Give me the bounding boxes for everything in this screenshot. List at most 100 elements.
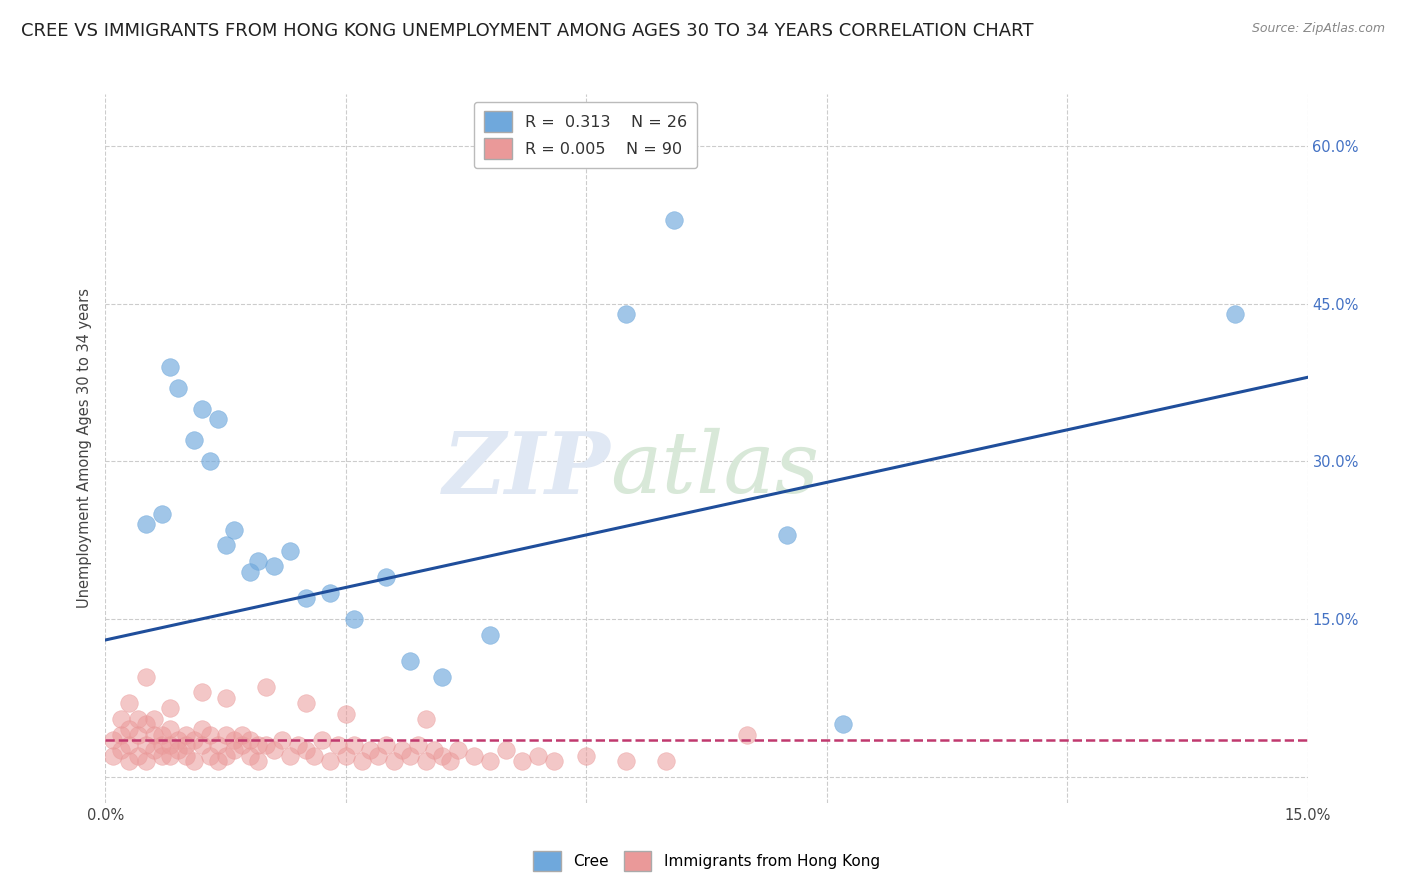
Point: [135, 717, 157, 731]
Point: [295, 743, 318, 757]
Point: [527, 748, 550, 763]
Point: [222, 743, 245, 757]
Point: [254, 738, 277, 752]
Point: [246, 554, 269, 568]
Point: [103, 748, 125, 763]
Point: [278, 543, 301, 558]
Point: [374, 738, 398, 752]
Legend: Cree, Immigrants from Hong Kong: Cree, Immigrants from Hong Kong: [527, 845, 886, 877]
Point: [150, 738, 173, 752]
Point: [415, 754, 437, 768]
Point: [430, 670, 453, 684]
Point: [776, 528, 799, 542]
Point: [655, 754, 678, 768]
Point: [118, 696, 141, 710]
Point: [263, 743, 285, 757]
Point: [190, 738, 212, 752]
Point: [319, 585, 342, 599]
Point: [1225, 307, 1247, 321]
Point: [246, 738, 269, 752]
Point: [110, 712, 132, 726]
Point: [183, 732, 205, 747]
Point: [166, 381, 188, 395]
Point: [222, 523, 245, 537]
Point: [447, 743, 470, 757]
Point: [159, 359, 181, 374]
Point: [343, 738, 366, 752]
Point: [150, 507, 173, 521]
Point: [166, 732, 188, 747]
Point: [214, 748, 236, 763]
Point: [190, 685, 212, 699]
Point: [335, 748, 357, 763]
Point: [664, 212, 686, 227]
Point: [439, 754, 461, 768]
Point: [359, 743, 381, 757]
Point: [110, 743, 132, 757]
Point: [231, 738, 253, 752]
Point: [479, 628, 502, 642]
Point: [831, 717, 853, 731]
Point: [166, 743, 188, 757]
Point: [127, 748, 149, 763]
Point: [295, 696, 318, 710]
Point: [174, 738, 197, 752]
Point: [270, 732, 292, 747]
Text: ZIP: ZIP: [443, 428, 610, 511]
Point: [510, 754, 533, 768]
Point: [311, 732, 333, 747]
Point: [326, 738, 349, 752]
Point: [287, 738, 309, 752]
Point: [239, 732, 262, 747]
Point: [616, 754, 638, 768]
Point: [159, 701, 181, 715]
Point: [246, 754, 269, 768]
Point: [231, 727, 253, 741]
Point: [399, 748, 422, 763]
Point: [214, 690, 236, 705]
Point: [495, 743, 517, 757]
Point: [142, 727, 165, 741]
Point: [207, 412, 229, 426]
Point: [263, 559, 285, 574]
Point: [430, 748, 453, 763]
Point: [278, 748, 301, 763]
Point: [463, 748, 485, 763]
Point: [198, 727, 221, 741]
Point: [382, 754, 405, 768]
Point: [575, 748, 598, 763]
Point: [103, 732, 125, 747]
Text: CREE VS IMMIGRANTS FROM HONG KONG UNEMPLOYMENT AMONG AGES 30 TO 34 YEARS CORRELA: CREE VS IMMIGRANTS FROM HONG KONG UNEMPL…: [21, 22, 1033, 40]
Point: [174, 748, 197, 763]
Point: [214, 538, 236, 552]
Point: [127, 727, 149, 741]
Point: [159, 738, 181, 752]
Point: [135, 517, 157, 532]
Point: [479, 754, 502, 768]
Point: [406, 738, 429, 752]
Point: [142, 743, 165, 757]
Point: [159, 723, 181, 737]
Point: [118, 738, 141, 752]
Point: [159, 748, 181, 763]
Point: [423, 743, 446, 757]
Point: [222, 732, 245, 747]
Point: [367, 748, 389, 763]
Point: [374, 570, 398, 584]
Point: [350, 754, 373, 768]
Point: [543, 754, 565, 768]
Point: [239, 748, 262, 763]
Point: [295, 591, 318, 605]
Point: [174, 727, 197, 741]
Point: [135, 670, 157, 684]
Point: [214, 727, 236, 741]
Point: [616, 307, 638, 321]
Point: [254, 680, 277, 694]
Point: [391, 743, 413, 757]
Text: Source: ZipAtlas.com: Source: ZipAtlas.com: [1251, 22, 1385, 36]
Point: [127, 712, 149, 726]
Point: [207, 738, 229, 752]
Point: [110, 727, 132, 741]
Point: [302, 748, 325, 763]
Point: [415, 712, 437, 726]
